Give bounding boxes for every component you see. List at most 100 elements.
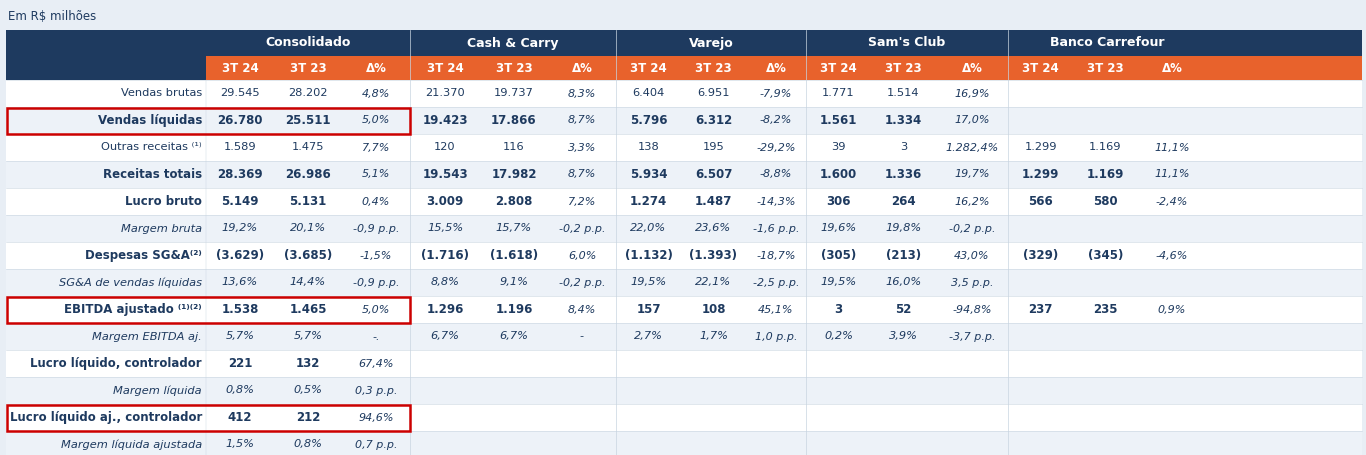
Text: 157: 157 <box>637 303 661 316</box>
Text: 108: 108 <box>701 303 725 316</box>
Text: 15,7%: 15,7% <box>496 223 533 233</box>
Text: SG&A de vendas líquidas: SG&A de vendas líquidas <box>59 277 202 288</box>
Text: 0,8%: 0,8% <box>294 440 322 450</box>
Text: 1.334: 1.334 <box>885 114 922 127</box>
Text: Lucro bruto: Lucro bruto <box>126 195 202 208</box>
Text: 1.538: 1.538 <box>221 303 258 316</box>
Bar <box>206 56 1362 80</box>
Text: 5.796: 5.796 <box>630 114 667 127</box>
Text: 195: 195 <box>702 142 724 152</box>
Text: 19,6%: 19,6% <box>821 223 856 233</box>
Text: 1.561: 1.561 <box>820 114 858 127</box>
Bar <box>5 323 1362 350</box>
Text: 1.475: 1.475 <box>292 142 324 152</box>
Bar <box>5 242 1362 269</box>
Text: -94,8%: -94,8% <box>952 304 992 314</box>
Text: 17.866: 17.866 <box>492 114 537 127</box>
Text: 412: 412 <box>228 411 253 424</box>
Text: 5,0%: 5,0% <box>362 304 391 314</box>
Text: -7,9%: -7,9% <box>759 89 792 98</box>
Text: Consolidado: Consolidado <box>265 36 351 50</box>
Text: 19.543: 19.543 <box>422 168 467 181</box>
Text: 221: 221 <box>228 357 253 370</box>
Text: -0,2 p.p.: -0,2 p.p. <box>559 223 605 233</box>
Text: 3T 23: 3T 23 <box>496 61 533 75</box>
Text: Margem bruta: Margem bruta <box>120 223 202 233</box>
Text: 23,6%: 23,6% <box>695 223 732 233</box>
Text: 19.423: 19.423 <box>422 114 467 127</box>
Bar <box>5 107 1362 134</box>
Text: 2,7%: 2,7% <box>634 332 663 342</box>
Bar <box>7 297 410 323</box>
Text: 1.169: 1.169 <box>1089 142 1121 152</box>
Text: 1.169: 1.169 <box>1087 168 1124 181</box>
Text: 1.589: 1.589 <box>224 142 257 152</box>
Text: -0,9 p.p.: -0,9 p.p. <box>352 278 399 288</box>
Text: 1,5%: 1,5% <box>225 440 254 450</box>
Text: Δ%: Δ% <box>1161 61 1183 75</box>
Text: Em R$ milhões: Em R$ milhões <box>8 10 96 24</box>
Text: 1.600: 1.600 <box>820 168 856 181</box>
Text: 3,5 p.p.: 3,5 p.p. <box>951 278 993 288</box>
Text: 3,9%: 3,9% <box>889 332 918 342</box>
Text: 5,1%: 5,1% <box>362 170 391 180</box>
Text: -14,3%: -14,3% <box>757 197 796 207</box>
Text: 52: 52 <box>895 303 911 316</box>
Text: 3T 24: 3T 24 <box>820 61 856 75</box>
Text: 6.312: 6.312 <box>695 114 732 127</box>
Text: 4,8%: 4,8% <box>362 89 391 98</box>
Text: 3,3%: 3,3% <box>568 142 596 152</box>
Text: 6.951: 6.951 <box>697 89 729 98</box>
Text: Sam's Club: Sam's Club <box>869 36 945 50</box>
Text: Vendas brutas: Vendas brutas <box>120 89 202 98</box>
Text: 19.737: 19.737 <box>494 89 534 98</box>
Text: 20,1%: 20,1% <box>290 223 326 233</box>
Text: (3.629): (3.629) <box>216 249 264 262</box>
Bar <box>5 377 1362 404</box>
Text: 212: 212 <box>296 411 320 424</box>
Text: 6,0%: 6,0% <box>568 251 596 261</box>
Text: 6.507: 6.507 <box>695 168 732 181</box>
Text: 1.296: 1.296 <box>426 303 463 316</box>
Text: 3T 23: 3T 23 <box>1087 61 1124 75</box>
Text: -3,7 p.p.: -3,7 p.p. <box>949 332 996 342</box>
Text: 11,1%: 11,1% <box>1154 142 1190 152</box>
Text: -0,9 p.p.: -0,9 p.p. <box>352 223 399 233</box>
Text: 237: 237 <box>1029 303 1053 316</box>
Text: 16,2%: 16,2% <box>955 197 990 207</box>
Text: Outras receitas ⁽¹⁾: Outras receitas ⁽¹⁾ <box>101 142 202 152</box>
Text: 7,7%: 7,7% <box>362 142 391 152</box>
Bar <box>5 404 1362 431</box>
Text: 0,7 p.p.: 0,7 p.p. <box>355 440 398 450</box>
Text: 16,0%: 16,0% <box>885 278 922 288</box>
Text: (1.393): (1.393) <box>690 249 738 262</box>
Text: EBITDA ajustado ⁽¹⁾⁽²⁾: EBITDA ajustado ⁽¹⁾⁽²⁾ <box>64 303 202 316</box>
Text: 19,8%: 19,8% <box>885 223 922 233</box>
Text: 1.465: 1.465 <box>290 303 326 316</box>
Text: 7,2%: 7,2% <box>568 197 596 207</box>
Text: 3.009: 3.009 <box>426 195 463 208</box>
Text: 6.404: 6.404 <box>632 89 665 98</box>
Text: -4,6%: -4,6% <box>1156 251 1188 261</box>
Text: 22,0%: 22,0% <box>631 223 667 233</box>
Text: 14,4%: 14,4% <box>290 278 326 288</box>
Text: 306: 306 <box>826 195 851 208</box>
Text: 6,7%: 6,7% <box>500 332 529 342</box>
Text: 5,7%: 5,7% <box>294 332 322 342</box>
Text: Receitas totais: Receitas totais <box>102 168 202 181</box>
Text: 94,6%: 94,6% <box>358 413 393 423</box>
Bar <box>5 134 1362 161</box>
Text: -1,6 p.p.: -1,6 p.p. <box>753 223 799 233</box>
Text: 17.982: 17.982 <box>492 168 537 181</box>
Bar <box>5 188 1362 215</box>
Text: 8,7%: 8,7% <box>568 116 596 126</box>
Text: 0,5%: 0,5% <box>294 385 322 395</box>
Text: 1.196: 1.196 <box>496 303 533 316</box>
Text: Vendas líquidas: Vendas líquidas <box>97 114 202 127</box>
Text: Δ%: Δ% <box>765 61 787 75</box>
Text: 1.282,4%: 1.282,4% <box>945 142 999 152</box>
Text: Δ%: Δ% <box>366 61 387 75</box>
Text: Despesas SG&A⁽²⁾: Despesas SG&A⁽²⁾ <box>85 249 202 262</box>
Text: -: - <box>581 332 585 342</box>
Text: 13,6%: 13,6% <box>221 278 258 288</box>
